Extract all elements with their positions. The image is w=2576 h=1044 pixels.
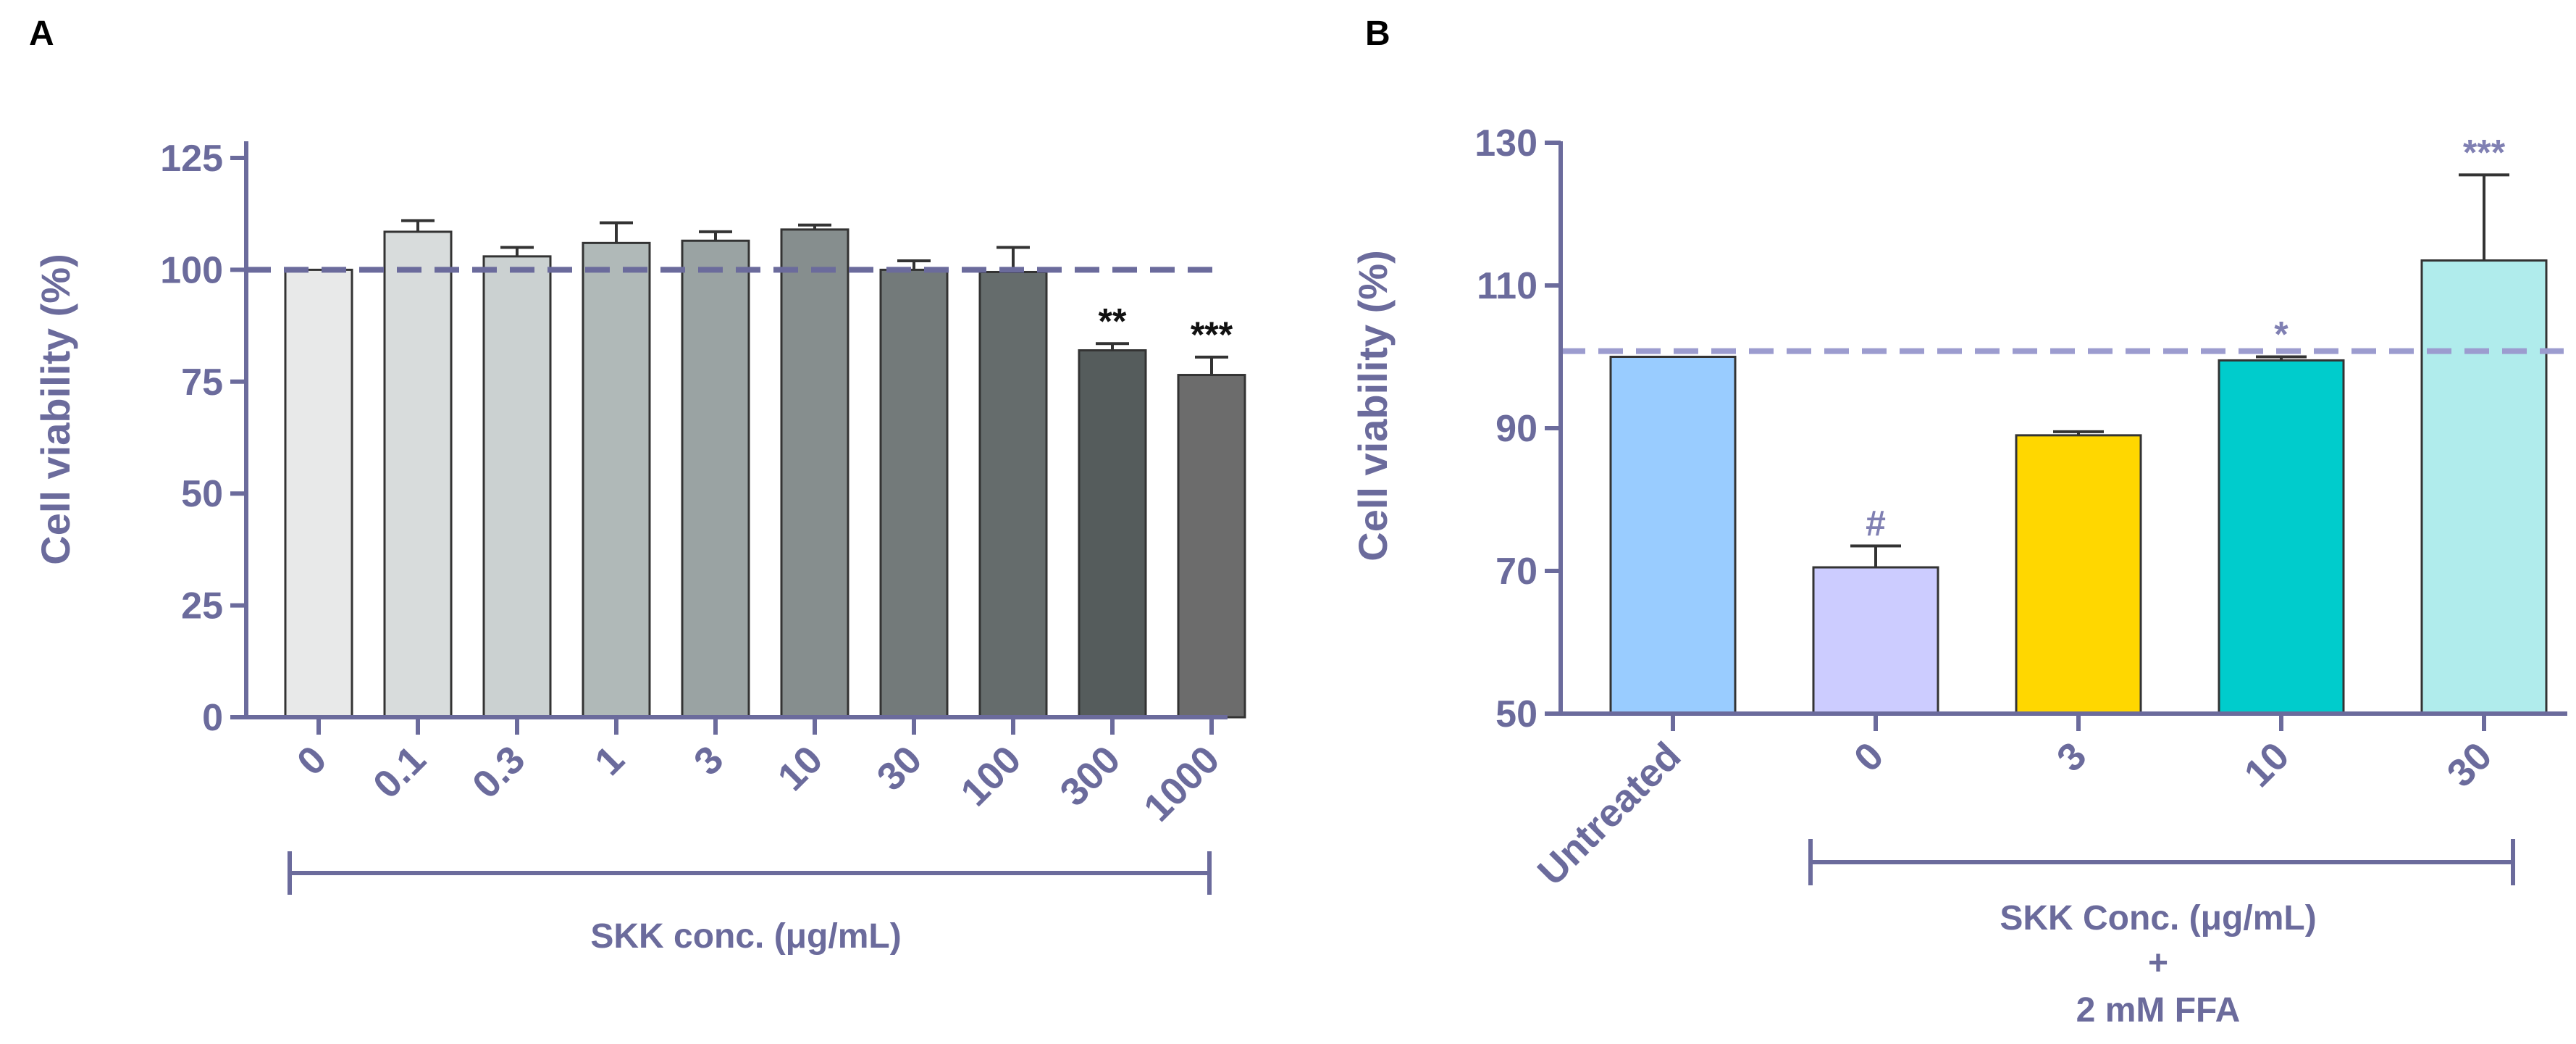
x-tick-label: 30 (869, 738, 931, 799)
bar (879, 268, 949, 719)
bar (978, 270, 1048, 719)
panel-b-group-label-1: SKK Conc. (μg/mL) (2000, 899, 2316, 937)
bar (2420, 259, 2548, 715)
panel-b-ylabel: Cell viability (%) (1350, 250, 1396, 561)
bar (681, 239, 750, 719)
y-tick-label: 0 (202, 697, 223, 739)
panel-b-group-label-3: 2 mM FFA (2076, 991, 2241, 1030)
bar (284, 268, 353, 719)
panel-a-y-axis-ticks: 0 25 50 75 100 125 (160, 138, 246, 739)
panel-b-group-label-2: + (2148, 944, 2168, 982)
x-tick-label: Untreated (1530, 734, 1690, 894)
significance-label: *** (2463, 132, 2506, 172)
y-tick-label: 50 (181, 473, 223, 515)
x-tick-label: 300 (1052, 738, 1128, 814)
y-tick-label: 75 (181, 362, 223, 404)
x-tick-label: 3 (686, 738, 732, 784)
y-tick-label: 25 (181, 585, 223, 627)
y-tick-label: 70 (1495, 551, 1537, 593)
bar (383, 230, 453, 719)
panel-a-ylabel: Cell viability (%) (33, 254, 78, 564)
panel-a-letter: A (29, 14, 54, 53)
x-tick-label: 0 (1846, 734, 1892, 780)
y-tick-label: 110 (1477, 265, 1537, 307)
x-tick-label: 10 (770, 738, 831, 799)
panel-a-group-bracket (288, 851, 1212, 895)
significance-label: # (1866, 504, 1886, 544)
y-tick-label: 100 (160, 249, 223, 291)
x-tick-label: 0.3 (464, 738, 534, 807)
x-tick-label: 10 (2236, 734, 2298, 795)
x-tick-label: 1000 (1136, 738, 1228, 830)
bar (2218, 359, 2345, 715)
bar (1812, 566, 1939, 715)
bar (482, 255, 552, 719)
panel-a-xlabel: SKK conc. (μg/mL) (590, 917, 901, 956)
x-tick-label: 0.1 (365, 738, 435, 807)
x-tick-label: 0 (289, 738, 335, 784)
panel-b-x-axis-ticks: Untreated 0 3 10 30 (1530, 714, 2501, 894)
x-tick-label: 30 (2439, 734, 2501, 795)
bar (1609, 356, 1737, 715)
y-tick-label: 90 (1495, 408, 1537, 450)
bar (780, 228, 849, 719)
bar (582, 241, 651, 719)
x-tick-label: 100 (952, 738, 1029, 814)
panel-a-bars: ** *** (284, 219, 1246, 719)
x-tick-label: 1 (587, 738, 633, 784)
bar (1177, 374, 1246, 719)
bar (2015, 434, 2142, 715)
y-tick-label: 50 (1495, 693, 1537, 735)
panel-b-letter: B (1365, 14, 1390, 53)
significance-label: * (2274, 314, 2288, 355)
significance-label: *** (1191, 314, 1233, 355)
panel-b-bars: #**** (1609, 132, 2548, 715)
y-tick-label: 130 (1474, 122, 1537, 164)
panel-b-group-bracket (1808, 839, 2515, 885)
bar (1078, 349, 1147, 719)
significance-label: ** (1099, 301, 1127, 341)
panel-a-x-axis-ticks: 0 0.1 0.3 1 3 10 30 100 300 1000 (289, 717, 1228, 830)
y-tick-label: 125 (160, 138, 223, 180)
panel-b-y-axis-ticks: 50 70 90 110 130 (1474, 122, 1561, 735)
x-tick-label: 3 (2049, 734, 2095, 780)
